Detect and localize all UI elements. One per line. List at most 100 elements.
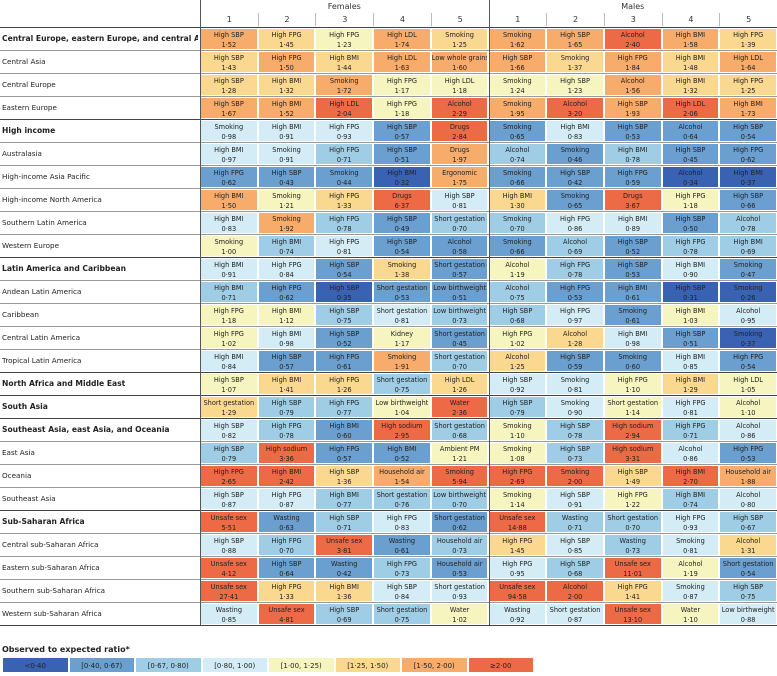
cell-risk-factor: High FPG [329, 375, 360, 384]
legend-swatch: [1·00, 1·25) [268, 657, 335, 673]
cell-risk-factor: High SBP [213, 490, 244, 499]
cell-ratio-value: 0·49 [394, 224, 410, 233]
heatmap-cell: Alcohol 0·69 [546, 234, 604, 257]
cell-risk-factor: Short gestation [722, 559, 774, 568]
cell-risk-factor: Smoking [733, 329, 763, 338]
cell-risk-factor: Smoking [329, 168, 359, 177]
heatmap-cell: High FPG 0·57 [315, 441, 374, 464]
cell-risk-factor: High FPG [271, 490, 302, 499]
cell-risk-factor: Short gestation [376, 306, 428, 315]
heatmap-cell: High FPG 2·65 [200, 464, 258, 487]
cell-ratio-value: 2·00 [567, 592, 583, 601]
heatmap-cell: High FPG 0·77 [315, 395, 374, 418]
cell-ratio-value: 1·02 [510, 339, 525, 348]
cell-ratio-value: 1·28 [567, 339, 583, 348]
cell-ratio-value: 1·29 [221, 408, 237, 417]
cell-risk-factor: High FPG [675, 398, 706, 407]
cell-risk-factor: High BMI [675, 53, 706, 62]
cell-risk-factor: Smoking [503, 214, 532, 223]
heatmap-cell: High SBP 1·67 [200, 96, 258, 119]
heatmap-cell: Alcohol 1·19 [661, 556, 720, 579]
sex-divider [488, 0, 490, 625]
cell-ratio-value: 0·78 [336, 224, 352, 233]
cell-risk-factor: Water [680, 605, 701, 614]
region-label: North Africa and Middle East [2, 379, 126, 388]
cell-ratio-value: 0·84 [394, 592, 410, 601]
heatmap-cell: Low birthweight 0·73 [430, 303, 489, 326]
cell-ratio-value: 0·79 [510, 408, 525, 417]
cell-ratio-value: 0·53 [740, 454, 756, 463]
cell-ratio-value: 0·52 [336, 339, 352, 348]
cell-risk-factor: High SBP [329, 605, 360, 614]
cell-risk-factor: Alcohol [678, 122, 703, 131]
heatmap-cell: High FPG 0·62 [200, 165, 258, 188]
heatmap-cell: Smoking 1·62 [488, 27, 547, 50]
heatmap-cell: High BMI 0·52 [373, 441, 431, 464]
rank-header-male-1: 1 [488, 13, 547, 26]
cell-risk-factor: High FPG [617, 53, 648, 62]
heatmap-cell: High sodium 2·94 [603, 418, 662, 441]
rank-header-female-4: 4 [373, 13, 431, 26]
cell-risk-factor: Smoking [618, 352, 648, 361]
heatmap-cell: High FPG 1·22 [603, 487, 662, 510]
heatmap-cell: Smoking 1·14 [488, 487, 547, 510]
cell-ratio-value: 0·78 [567, 431, 583, 440]
heatmap-cell: Smoking 1·24 [488, 73, 547, 96]
region-label: Central Europe, eastern Europe, and cent… [2, 34, 198, 43]
cell-ratio-value: 0·69 [740, 247, 756, 256]
cell-ratio-value: 1·18 [683, 201, 698, 210]
heatmap-cell: Alcohol 0·95 [719, 303, 777, 326]
cell-ratio-value: 1·41 [279, 385, 294, 394]
cell-ratio-value: 0·97 [221, 155, 237, 164]
legend-swatch: [0·80, 1·00) [201, 657, 268, 673]
heatmap-cell: Alcohol 2·40 [603, 27, 662, 50]
cell-risk-factor: High SBP [733, 122, 764, 131]
cell-ratio-value: 0·54 [740, 132, 756, 141]
heatmap-cell: Smoking 0·60 [603, 349, 662, 372]
cell-ratio-value: 0·84 [221, 362, 237, 371]
cell-risk-factor: High SBP [386, 214, 417, 223]
cell-ratio-value: 0·68 [510, 316, 525, 325]
cell-ratio-value: 0·75 [336, 316, 352, 325]
heatmap-cell: Unsafe sex 14·88 [488, 510, 547, 533]
subregion-label: Oceania [2, 471, 32, 480]
rank-header-female-1: 1 [200, 13, 258, 26]
cell-risk-factor: Short gestation [434, 352, 485, 361]
cell-risk-factor: High BMI [675, 352, 706, 361]
cell-risk-factor: Alcohol [563, 329, 588, 338]
cell-risk-factor: High LDL [387, 30, 417, 39]
heatmap-cell: High SBP 1·23 [546, 73, 604, 96]
heatmap-cell: Alcohol 0·80 [719, 487, 777, 510]
cell-ratio-value: 0·75 [394, 385, 410, 394]
cell-ratio-value: 0·53 [394, 293, 410, 302]
subregion-label: Central sub-Saharan Africa [2, 540, 99, 549]
heatmap-cell: High BMI 0·61 [603, 280, 662, 303]
cell-ratio-value: 1·17 [394, 86, 410, 95]
cell-ratio-value: 0·68 [452, 431, 467, 440]
cell-risk-factor: High sodium [612, 421, 654, 430]
heatmap-cell: High BMI 0·83 [200, 211, 258, 234]
heatmap-cell: High FPG 0·84 [257, 257, 316, 280]
heatmap-cell: High SBP 1·28 [200, 73, 258, 96]
heatmap-cell: High SBP 1·36 [315, 464, 374, 487]
cell-risk-factor: Household air [436, 536, 483, 545]
cell-ratio-value: 0·71 [221, 293, 237, 302]
cell-risk-factor: High FPG [559, 283, 591, 292]
cell-risk-factor: Kidney [390, 329, 414, 338]
cell-risk-factor: Smoking [560, 145, 590, 154]
heatmap-cell: Low whole grains 1·60 [430, 50, 489, 73]
heatmap-cell: High FPG 1·84 [603, 50, 662, 73]
heatmap-cell: High SBP 0·52 [603, 234, 662, 257]
cell-ratio-value: 1·05 [740, 385, 756, 394]
heatmap-cell: High FPG 1·25 [719, 73, 777, 96]
heatmap-cell: Low birthweight 0·70 [430, 487, 489, 510]
heatmap-cell: High SBP 0·84 [373, 579, 431, 602]
heatmap-cell: Smoking 1·10 [488, 418, 547, 441]
cell-ratio-value: 14·88 [507, 523, 527, 532]
cell-risk-factor: High FPG [329, 30, 360, 39]
cell-ratio-value: 0·44 [336, 178, 352, 187]
cell-ratio-value: 1·88 [740, 477, 756, 486]
cell-risk-factor: High FPG [386, 99, 417, 108]
cell-risk-factor: High FPG [675, 191, 706, 200]
cell-risk-factor: High LDL [733, 53, 763, 62]
